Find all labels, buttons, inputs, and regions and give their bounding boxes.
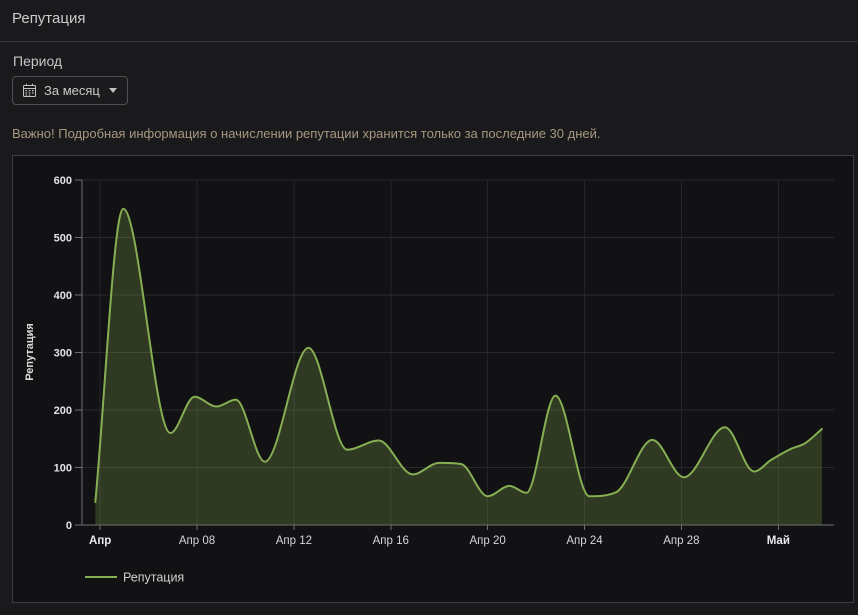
svg-text:200: 200 — [54, 405, 72, 417]
svg-text:100: 100 — [54, 463, 72, 475]
reputation-page: Репутация Период За месяц — [0, 0, 858, 603]
svg-text:Апр 20: Апр 20 — [470, 535, 506, 547]
period-label: Период — [13, 53, 846, 69]
svg-text:400: 400 — [54, 290, 72, 302]
svg-text:500: 500 — [54, 233, 72, 245]
page-header: Репутация — [0, 0, 858, 42]
period-selected-value: За месяц — [44, 83, 100, 98]
reputation-area-fill — [95, 209, 822, 525]
svg-text:Апр 12: Апр 12 — [276, 535, 312, 547]
svg-text:0: 0 — [66, 520, 72, 532]
calendar-icon — [22, 83, 37, 98]
svg-text:600: 600 — [54, 175, 72, 187]
svg-text:Апр 24: Апр 24 — [566, 535, 603, 547]
page-title: Репутация — [12, 10, 846, 27]
x-axis-labels: Апр Апр 08 Апр 12 Апр 16 Апр 20 Апр 24 Апр 28 М… — [89, 535, 790, 547]
svg-text:Апр 28: Апр 28 — [663, 535, 699, 547]
svg-text:Апр 16: Апр 16 — [373, 535, 409, 547]
caret-down-icon — [109, 88, 117, 93]
reputation-chart: 0 100 200 300 400 500 600 Апр Апр 08 Апр 12 Апр 16… — [13, 156, 853, 602]
period-dropdown-button[interactable]: За месяц — [12, 76, 128, 105]
svg-text:Апр 08: Апр 08 — [179, 535, 215, 547]
y-axis-title: Репутация — [24, 323, 36, 381]
svg-text:Май: Май — [767, 535, 790, 547]
y-axis-labels: 0 100 200 300 400 500 600 — [54, 175, 72, 532]
svg-text:300: 300 — [54, 348, 72, 360]
legend-item-reputation[interactable]: Репутация — [85, 571, 184, 585]
content: Период За месяц Важно! Подробная и — [0, 42, 858, 603]
svg-text:Репутация: Репутация — [123, 571, 184, 585]
svg-text:Апр: Апр — [89, 535, 111, 547]
notice-text: Важно! Подробная информация о начислении… — [12, 126, 846, 141]
chart-panel: 0 100 200 300 400 500 600 Апр Апр 08 Апр 12 Апр 16… — [12, 155, 854, 603]
